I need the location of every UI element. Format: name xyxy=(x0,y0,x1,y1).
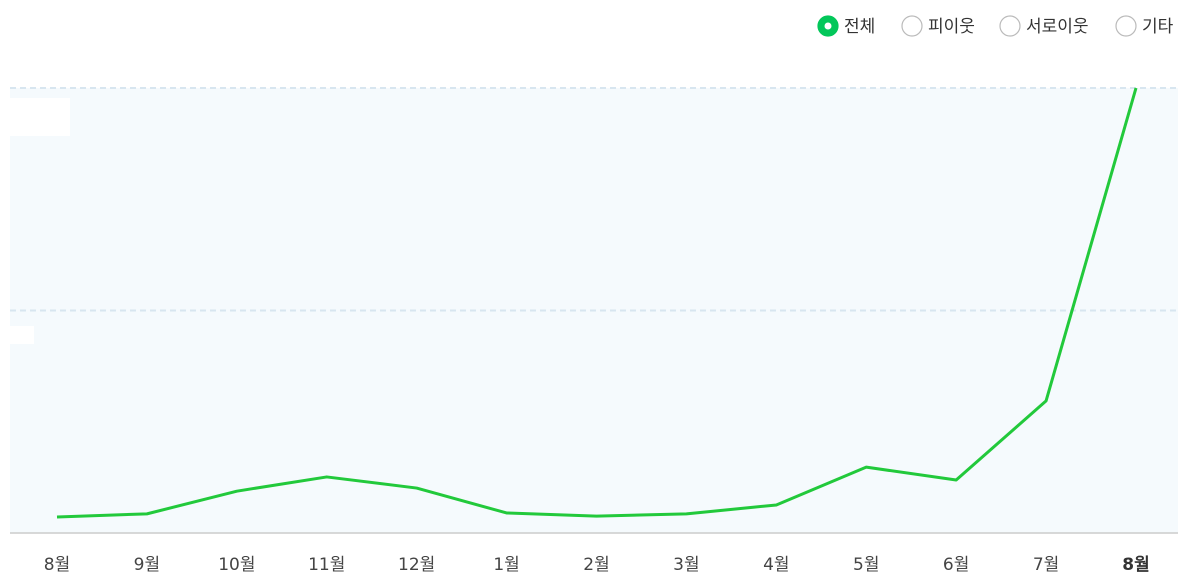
legend-option[interactable]: 서로이웃 xyxy=(999,15,1089,37)
line xyxy=(56,87,1138,519)
legend-option[interactable]: 전체 xyxy=(817,15,875,37)
legend: 전체 피이웃 서로이웃 기타 xyxy=(817,15,1174,37)
x-tick-label: 6월 xyxy=(943,555,969,575)
x-tick-label: 12월 xyxy=(398,555,435,575)
radio[interactable] xyxy=(901,15,923,37)
x-tick-label: 7월 xyxy=(1033,555,1059,575)
legend-option[interactable]: 피이웃 xyxy=(901,15,975,37)
x-tick-label: 11월 xyxy=(308,555,345,575)
x-tick-label: 2월 xyxy=(583,555,609,575)
legend-label[interactable]: 서로이웃 xyxy=(1026,17,1089,37)
x-tick-label: 8월 xyxy=(1122,555,1149,575)
x-tick-label: 3월 xyxy=(673,555,699,575)
legend-label[interactable]: 전체 xyxy=(844,17,875,37)
radio[interactable] xyxy=(1115,15,1137,37)
legend-option[interactable]: 기타 xyxy=(1115,15,1174,37)
x-tick-label: 5월 xyxy=(853,555,879,575)
x-tick-label: 4월 xyxy=(763,555,789,575)
x-tick-label: 8월 xyxy=(44,555,70,575)
hidden-label xyxy=(10,326,34,344)
x-tick-label: 9월 xyxy=(134,555,160,575)
x-tick-label: 10월 xyxy=(218,555,255,575)
radio[interactable] xyxy=(999,15,1021,37)
x-tick-label: 1월 xyxy=(493,555,519,575)
hidden-label xyxy=(10,98,70,136)
radio-dot xyxy=(824,22,832,30)
legend-label[interactable]: 피이웃 xyxy=(928,17,975,37)
legend-label[interactable]: 기타 xyxy=(1142,17,1174,37)
